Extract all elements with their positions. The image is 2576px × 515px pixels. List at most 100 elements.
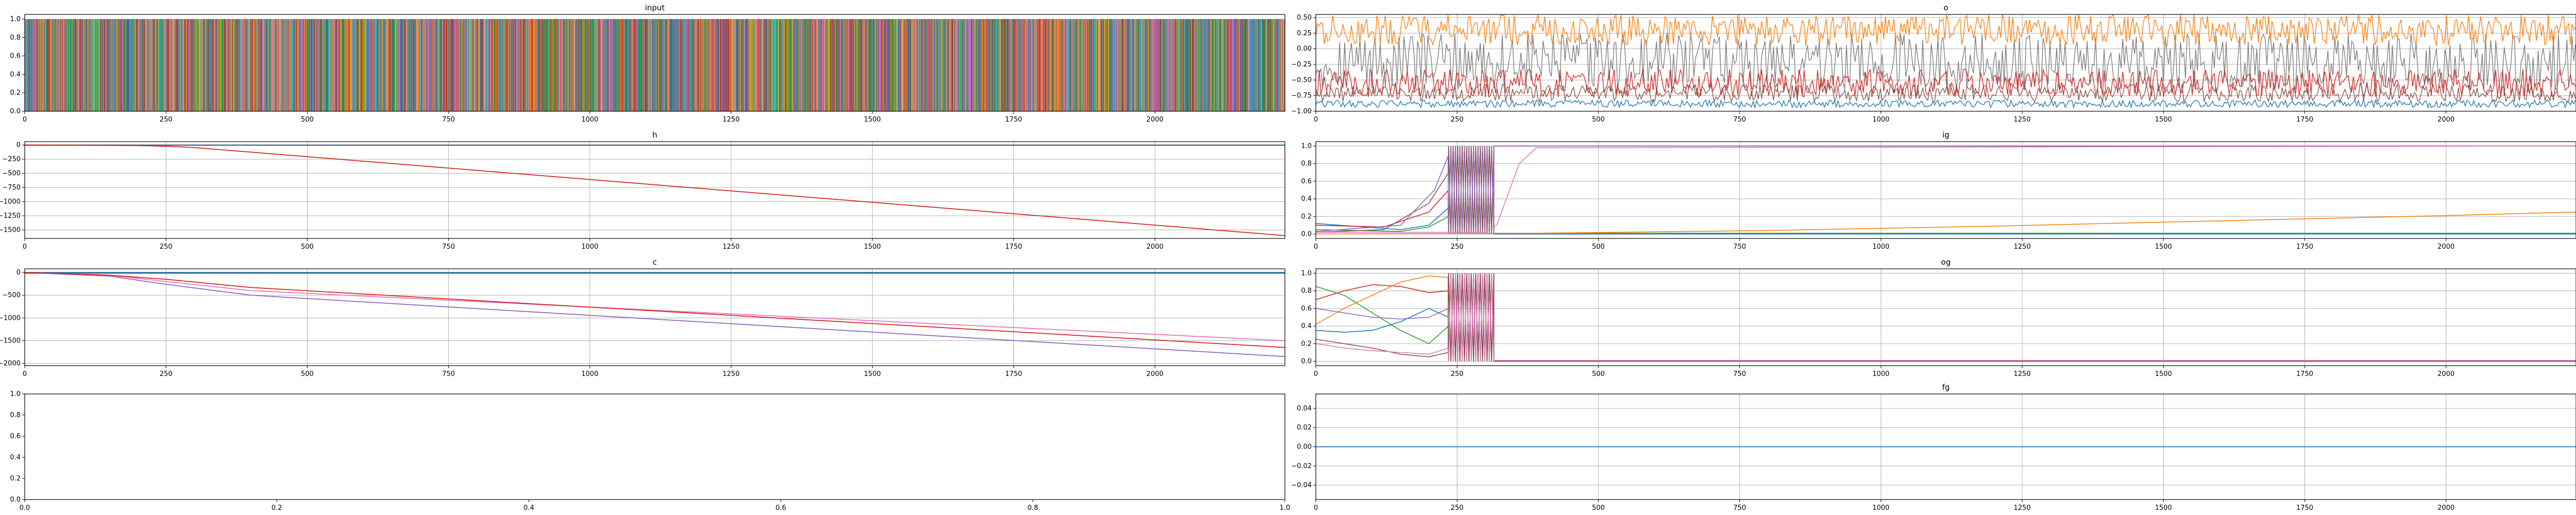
input-sample-band [873, 19, 875, 111]
input-sample-band [547, 19, 548, 111]
input-sample-band [1020, 19, 1021, 111]
input-sample-band [953, 19, 954, 111]
input-sample-band [474, 19, 476, 111]
input-sample-band [1190, 19, 1191, 111]
input-sample-band [799, 19, 801, 111]
x-tick-label: 500 [1592, 116, 1605, 124]
input-sample-band [1237, 19, 1239, 111]
input-sample-band [475, 19, 476, 111]
input-sample-band [823, 19, 824, 111]
x-tick-label: 500 [301, 370, 314, 378]
input-sample-band [321, 19, 323, 111]
input-sample-band [93, 19, 95, 111]
input-sample-band [521, 19, 522, 111]
input-sample-band [252, 19, 253, 111]
input-sample-band [1041, 19, 1042, 111]
input-sample-band [111, 19, 112, 111]
input-sample-band [143, 19, 145, 111]
input-sample-band [1138, 19, 1140, 111]
input-sample-band [202, 19, 204, 111]
input-sample-band [997, 19, 999, 111]
y-tick-label: 0.0 [10, 108, 21, 115]
input-sample-band [495, 19, 496, 111]
input-sample-band [1058, 19, 1059, 111]
input-sample-band [417, 19, 418, 111]
input-sample-band [1001, 19, 1003, 111]
y-tick-label: 0.6 [1301, 305, 1312, 313]
input-sample-band [38, 19, 39, 111]
input-sample-band [225, 19, 226, 111]
input-sample-band [733, 19, 734, 111]
input-sample-band [1144, 19, 1146, 111]
input-sample-band [1113, 19, 1115, 111]
input-sample-band [1199, 19, 1201, 111]
input-sample-band [901, 19, 902, 111]
input-sample-band [1036, 19, 1038, 111]
input-sample-band [1173, 19, 1174, 111]
input-sample-band [196, 19, 198, 111]
input-sample-band [974, 19, 976, 111]
input-sample-band [1047, 19, 1048, 111]
input-sample-band [611, 19, 613, 111]
input-sample-band [711, 19, 713, 111]
input-sample-band [634, 19, 635, 111]
input-sample-band [56, 19, 57, 111]
input-sample-band [386, 19, 387, 111]
input-sample-band [38, 19, 40, 111]
input-sample-band [1043, 19, 1044, 111]
input-sample-band [697, 19, 698, 111]
input-sample-band [1068, 19, 1070, 111]
input-sample-band [857, 19, 859, 111]
x-tick-label: 1250 [2014, 504, 2031, 512]
input-sample-band [342, 19, 343, 111]
input-sample-band [785, 19, 787, 111]
input-sample-band [432, 19, 433, 111]
input-sample-band [500, 19, 502, 111]
input-sample-band [673, 19, 674, 111]
input-sample-band [728, 19, 730, 111]
input-sample-band [816, 19, 818, 111]
input-sample-band [629, 19, 630, 111]
input-sample-band [883, 19, 884, 111]
input-sample-band [997, 19, 998, 111]
input-sample-band [1114, 19, 1115, 111]
input-sample-band [1027, 19, 1028, 111]
input-sample-band [1026, 19, 1027, 111]
input-sample-band [44, 19, 45, 111]
input-sample-band [663, 19, 665, 111]
input-sample-band [107, 19, 108, 111]
input-sample-band [885, 19, 886, 111]
input-sample-band [238, 19, 240, 111]
input-sample-band [1127, 19, 1128, 111]
input-sample-band [896, 19, 897, 111]
input-sample-band [1262, 19, 1263, 111]
input-sample-band [904, 19, 906, 111]
input-sample-band [998, 19, 999, 111]
input-sample-band [937, 19, 938, 111]
input-sample-band [383, 19, 384, 111]
input-sample-band [1129, 19, 1130, 111]
input-sample-band [693, 19, 694, 111]
input-sample-band [203, 19, 205, 111]
input-sample-band [1204, 19, 1205, 111]
input-sample-band [689, 19, 690, 111]
x-tick-label: 1250 [2014, 370, 2031, 378]
plot-area [1316, 273, 2576, 362]
input-sample-band [54, 19, 55, 111]
input-sample-band [1236, 19, 1238, 111]
input-sample-band [406, 19, 408, 111]
input-sample-band [1165, 19, 1167, 111]
input-sample-band [934, 19, 935, 111]
y-tick-label: −0.75 [1291, 92, 1312, 100]
input-sample-band [551, 19, 552, 111]
input-sample-band [273, 19, 274, 111]
input-sample-band [880, 19, 882, 111]
input-sample-band [859, 19, 860, 111]
input-sample-band [151, 19, 152, 111]
input-sample-band [850, 19, 851, 111]
input-sample-band [955, 19, 956, 111]
input-sample-band [1163, 19, 1164, 111]
y-tick-label: 0.50 [1297, 14, 1312, 22]
input-sample-band [982, 19, 984, 111]
input-sample-band [1259, 19, 1260, 111]
